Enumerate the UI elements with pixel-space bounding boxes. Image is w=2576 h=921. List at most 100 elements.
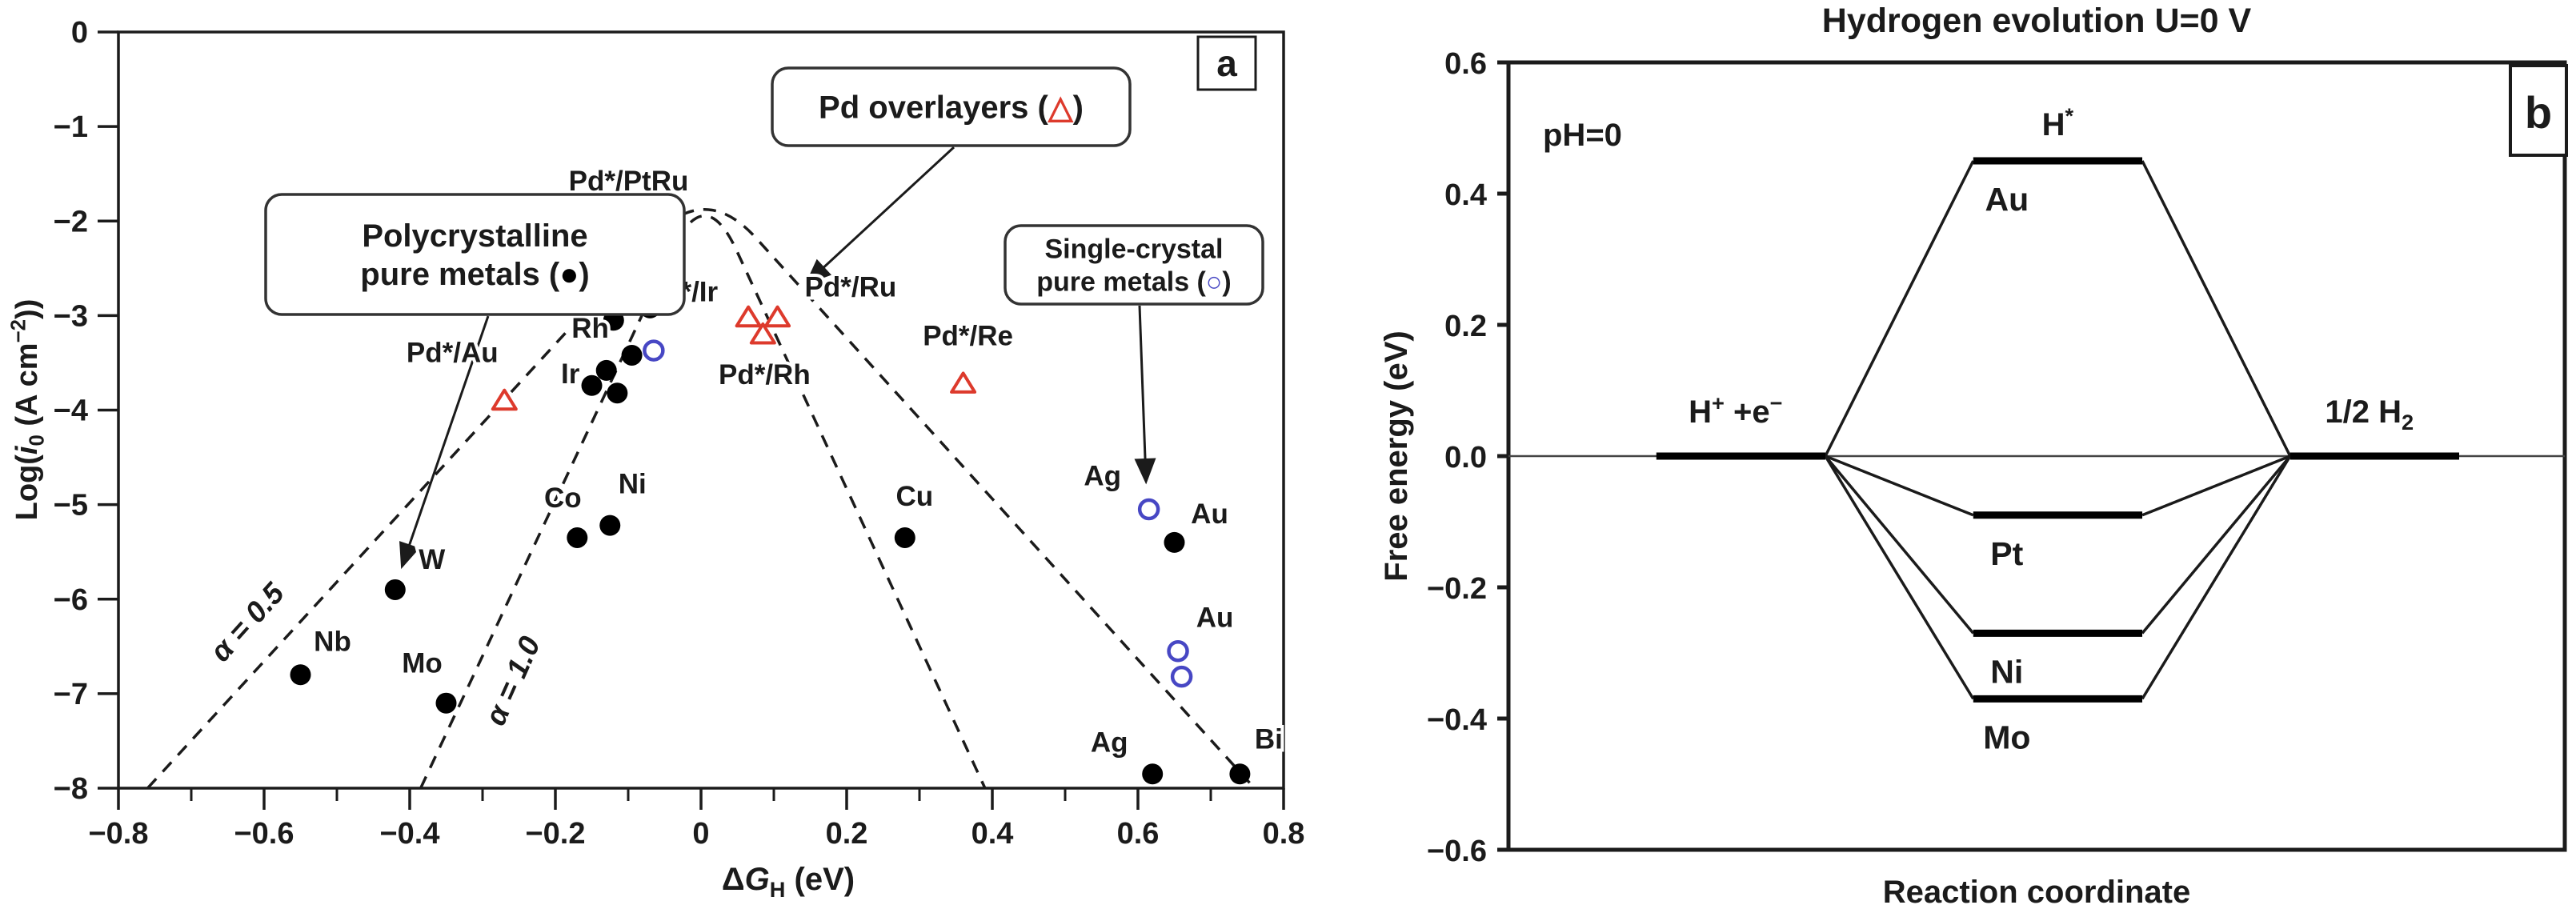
y-tick-label: 0.6 bbox=[1444, 47, 1487, 81]
y-tick-label: −3 bbox=[54, 299, 88, 333]
point-label-co: Co bbox=[544, 483, 582, 514]
x-tick-label: 0.4 bbox=[972, 817, 1014, 851]
x-tick-label: −0.4 bbox=[379, 817, 439, 851]
tafel-line-label: α = 1.0 bbox=[479, 631, 547, 731]
legend-box-single-crystal bbox=[1004, 224, 1264, 306]
y-tick-label: −0.4 bbox=[1427, 703, 1487, 737]
legend-arrow-pd-overlayers bbox=[805, 146, 955, 285]
y-axis-title: Free energy (eV) bbox=[1379, 330, 1414, 581]
point-label-rh: Rh bbox=[571, 313, 609, 344]
y-tick-label: 0.2 bbox=[1444, 310, 1487, 343]
legend-text-single-crystal: pure metals (○) bbox=[1036, 266, 1232, 297]
point-filled-rh bbox=[621, 344, 643, 366]
point-filled-ag bbox=[1142, 763, 1164, 785]
point-filled-unlabeled bbox=[607, 382, 628, 404]
legend-text-polycrystalline: pure metals (●) bbox=[360, 257, 589, 292]
point-filled-mo bbox=[435, 692, 457, 714]
y-tick-label: −0.2 bbox=[1427, 572, 1487, 606]
x-axis-title: Reaction coordinate bbox=[1883, 875, 2191, 910]
panel-b-hydrogen-free-energy-diagram: Hydrogen evolution U=0 V 0.6 0.4 0.2 0.0 −0.2… bbox=[1379, 2, 2568, 910]
y-tick-label: −5 bbox=[54, 489, 88, 523]
legend-arrow-single-crystal bbox=[1134, 305, 1156, 485]
point-label-w: W bbox=[419, 544, 445, 575]
level-label-pt: Pt bbox=[1990, 535, 2023, 572]
level-label-ni: Ni bbox=[1990, 653, 2023, 690]
panel-letter-box-b bbox=[2509, 64, 2568, 157]
adsorbed-hydrogen-label: H* bbox=[2042, 103, 2074, 142]
point-label-pd-ru: Pd*/Ru bbox=[805, 272, 897, 303]
transition-line-left-ni bbox=[1824, 454, 1975, 635]
point-open-unlabeled bbox=[643, 339, 665, 362]
y-tick-label: −0.6 bbox=[1427, 835, 1487, 868]
panel-letter-box-a bbox=[1196, 35, 1257, 91]
y-tick-label: 0.0 bbox=[1444, 441, 1487, 475]
point-filled-ir bbox=[595, 359, 617, 381]
legend-text-polycrystalline: Polycrystalline bbox=[362, 218, 587, 254]
transition-line-left-mo bbox=[1824, 455, 1975, 700]
x-tick-label: 0.8 bbox=[1263, 817, 1305, 851]
point-triangle-pd-au bbox=[491, 388, 518, 411]
point-label-pd-ptru: Pd*/PtRu bbox=[569, 166, 689, 197]
transition-line-left-pt bbox=[1825, 454, 1974, 517]
level-label-mo: Mo bbox=[1983, 719, 2030, 755]
point-filled-cu bbox=[894, 527, 915, 548]
y-tick-label: 0 bbox=[71, 16, 88, 50]
point-label-cu: Cu bbox=[895, 481, 933, 512]
x-tick-label: 0 bbox=[692, 817, 709, 851]
legend-text-single-crystal: Single-crystal bbox=[1045, 234, 1224, 265]
ph-annotation: pH=0 bbox=[1543, 118, 1622, 153]
transition-line-right-ni bbox=[2141, 454, 2292, 635]
point-label-bi: Bi bbox=[1255, 723, 1283, 755]
point-label-nb: Nb bbox=[314, 626, 351, 657]
panel-a-exchange-current-volcano-plot: −0.8 −0.6 −0.4 −0.2 0 0.2 0.4 0.6 0.8 0 −1 −2 −3 −4 −5… bbox=[8, 16, 1305, 902]
point-triangle-pd-ru bbox=[764, 305, 791, 328]
transition-line-left-au bbox=[1824, 160, 1975, 457]
y-tick-label: −6 bbox=[54, 583, 88, 617]
y-tick-label: −2 bbox=[54, 205, 88, 238]
tafel-line-1-0 bbox=[419, 214, 987, 789]
point-filled-ni bbox=[599, 515, 621, 536]
point-triangle-pd-ir bbox=[735, 305, 762, 328]
x-tick-label: −0.8 bbox=[88, 817, 148, 851]
point-label-ag: Ag bbox=[1084, 461, 1121, 492]
point-triangle-pd-re bbox=[950, 371, 977, 394]
point-triangle-pd-rh bbox=[749, 322, 776, 345]
y-tick-label: −7 bbox=[54, 678, 88, 711]
y-axis-title: Log(i0 (A cm−2)) bbox=[8, 299, 49, 521]
point-label-ir: Ir bbox=[561, 358, 580, 390]
legend-box-pd-overlayers bbox=[771, 66, 1132, 147]
point-open-au bbox=[1167, 639, 1189, 663]
tafel-line-0-5 bbox=[146, 207, 1256, 790]
point-label-pd-rh: Pd*/Rh bbox=[719, 359, 811, 390]
x-tick-label: 0.6 bbox=[1117, 817, 1160, 851]
point-filled-bi bbox=[1229, 763, 1251, 785]
point-filled-unlabeled bbox=[581, 374, 603, 396]
x-tick-label: 0.2 bbox=[826, 817, 868, 851]
tafel-line-label: α = 0.5 bbox=[203, 576, 290, 668]
transition-line-right-pt bbox=[2141, 454, 2291, 517]
panel-letter-b: b bbox=[2525, 87, 2552, 138]
legend-arrow-polycrystalline bbox=[399, 315, 490, 570]
point-label-au: Au bbox=[1191, 499, 1228, 530]
level-label-au: Au bbox=[1985, 181, 2029, 218]
point-label-au: Au bbox=[1196, 603, 1234, 634]
point-open-unlabeled bbox=[1170, 665, 1193, 688]
legend-text-pd-overlayers: Pd overlayers (△) bbox=[819, 90, 1084, 126]
point-filled-au bbox=[1164, 531, 1185, 553]
transition-line-right-mo bbox=[2141, 455, 2292, 700]
x-tick-label: −0.6 bbox=[234, 817, 294, 851]
x-tick-label: −0.2 bbox=[525, 817, 585, 851]
y-tick-label: −1 bbox=[54, 110, 88, 144]
point-label-ni: Ni bbox=[619, 469, 647, 500]
point-label-pd-re: Pd*/Re bbox=[923, 320, 1013, 351]
x-axis-title: ΔGH (eV) bbox=[722, 862, 855, 902]
point-open-ag bbox=[1137, 498, 1160, 521]
point-label-mo: Mo bbox=[402, 648, 443, 679]
panel-letter-a: a bbox=[1216, 42, 1237, 84]
final-state-label: 1/2 H2 bbox=[2325, 394, 2414, 434]
point-filled-nb bbox=[290, 664, 311, 686]
transition-line-right-au bbox=[2141, 160, 2292, 457]
point-label-pd-au: Pd*/Au bbox=[407, 338, 499, 369]
legend-box-polycrystalline bbox=[264, 193, 686, 316]
